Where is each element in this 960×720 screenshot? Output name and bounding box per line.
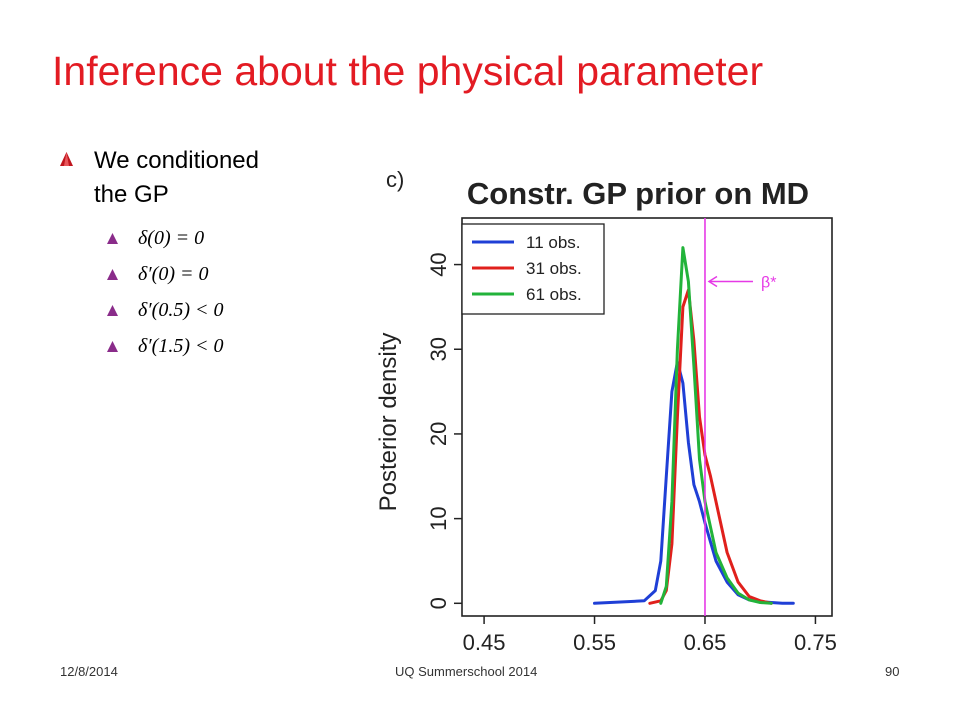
- x-tick-label: 0.45: [463, 630, 506, 655]
- beta-annotation: β*: [704, 218, 776, 616]
- footer-date: 12/8/2014: [60, 664, 118, 679]
- sub-bullet-marker-icon: [107, 305, 118, 316]
- sub-bullet-marker-icon: [107, 269, 118, 280]
- footer-center: UQ Summerschool 2014: [395, 664, 538, 679]
- sub-bullet: δ′(0) = 0: [60, 256, 360, 292]
- legend: 11 obs. 31 obs. 61 obs.: [461, 223, 605, 315]
- series-lines: [593, 246, 795, 605]
- y-tick-label: 20: [426, 422, 451, 446]
- sub-bullet: δ(0) = 0: [60, 220, 360, 256]
- sub-bullet-text: δ′(0.5) < 0: [138, 299, 224, 321]
- series-line: [659, 246, 773, 605]
- beta-arrow-head: [707, 275, 718, 288]
- sub-bullet-text: δ′(1.5) < 0: [138, 335, 224, 357]
- series-line: [593, 360, 795, 605]
- y-tick-label: 40: [426, 252, 451, 276]
- plot-frame: [461, 217, 833, 617]
- x-tick-label: 0.65: [684, 630, 727, 655]
- legend-label: 61 obs.: [526, 285, 582, 304]
- sub-bullet-marker-icon: [107, 341, 118, 352]
- bullet-list: We conditioned the GP δ(0) = 0 δ′(0) = 0…: [60, 144, 360, 364]
- sub-bullet-marker-icon: [107, 233, 118, 244]
- y-tick-label: 0: [426, 597, 451, 609]
- legend-label: 31 obs.: [526, 259, 582, 278]
- sub-bullet: δ′(1.5) < 0: [60, 328, 360, 364]
- panel-label: c): [386, 167, 404, 192]
- y-tick-label: 30: [426, 337, 451, 361]
- sub-bullet: δ′(0.5) < 0: [60, 292, 360, 328]
- sub-bullet-list: δ(0) = 0 δ′(0) = 0 δ′(0.5) < 0 δ′(1.5) <…: [60, 220, 360, 364]
- main-bullet: We conditioned the GP: [60, 144, 360, 212]
- beta-label: β*: [761, 275, 776, 292]
- x-tick-label: 0.75: [794, 630, 837, 655]
- footer-page-number: 90: [885, 664, 900, 679]
- y-tick-label: 10: [426, 506, 451, 530]
- y-axis-label: Posterior density: [375, 333, 402, 512]
- main-bullet-line-2: the GP: [94, 181, 169, 208]
- axes: 0.45 0.55 0.65 0.75 0 10 20 30 40: [426, 217, 837, 655]
- posterior-chart: c) Constr. GP prior on MD Posterior dens…: [375, 167, 837, 655]
- x-tick-label: 0.55: [573, 630, 616, 655]
- slide-title: Inference about the physical parameter: [52, 48, 764, 94]
- legend-label: 11 obs.: [526, 233, 581, 252]
- sub-bullet-text: δ′(0) = 0: [138, 263, 209, 285]
- series-line: [648, 288, 773, 605]
- chart-title: Constr. GP prior on MD: [467, 176, 809, 211]
- posterior-figure: c) Constr. GP prior on MD Posterior dens…: [370, 160, 840, 665]
- sub-bullet-text: δ(0) = 0: [138, 227, 205, 249]
- main-bullet-line-1: We conditioned: [94, 147, 259, 174]
- bullet-marker-icon: [60, 152, 73, 166]
